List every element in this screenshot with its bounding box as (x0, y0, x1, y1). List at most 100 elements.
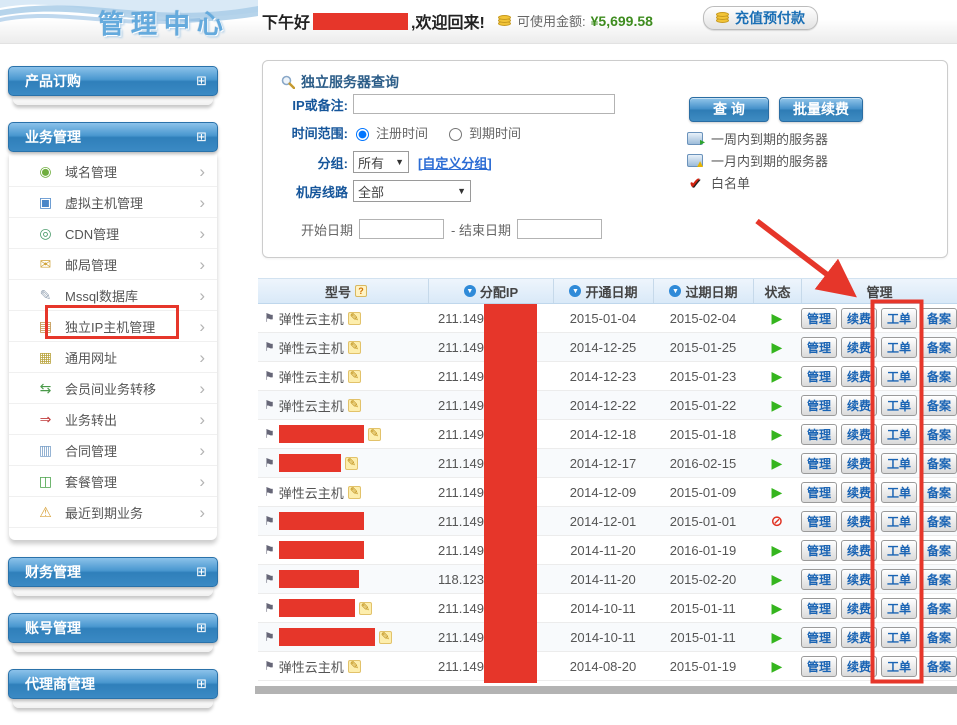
manage-button[interactable]: 管理 (800, 481, 837, 503)
filing-button[interactable]: 备案 (920, 539, 957, 561)
column-assigned-ip[interactable]: ▼ 分配IP (428, 279, 553, 303)
edit-note-icon[interactable]: ✎ (347, 398, 361, 412)
sidebar-section-agent-management[interactable]: 代理商管理 ⊞ (8, 669, 218, 699)
manage-button[interactable]: 管理 (800, 568, 837, 590)
recharge-prepay-button[interactable]: 充值预付款 (703, 6, 818, 30)
column-expire-date[interactable]: ▼ 过期日期 (653, 279, 753, 303)
end-date-input[interactable] (516, 219, 602, 239)
edit-note-icon[interactable]: ✎ (344, 456, 358, 470)
edit-note-icon[interactable]: ✎ (347, 659, 361, 673)
filing-button[interactable]: 备案 (920, 423, 957, 445)
manage-button[interactable]: 管理 (800, 394, 837, 416)
query-button[interactable]: 查 询 (689, 97, 769, 122)
renew-button[interactable]: 续费 (840, 626, 877, 648)
workorder-button[interactable]: 工单 (880, 307, 917, 329)
start-date-input[interactable] (359, 219, 445, 239)
renew-button[interactable]: 续费 (840, 423, 877, 445)
sidebar-item-dedicated-ip-host-management[interactable]: ▤ 独立IP主机管理 › (9, 311, 217, 342)
custom-group-link[interactable]: [自定义分组] (418, 155, 492, 171)
filing-button[interactable]: 备案 (920, 510, 957, 532)
sort-icon[interactable]: ▼ (569, 285, 582, 297)
manage-button[interactable]: 管理 (800, 626, 837, 648)
sidebar-item-cdn-management[interactable]: ◎ CDN管理 › (9, 218, 217, 249)
filing-button[interactable]: 备案 (920, 452, 957, 474)
filing-button[interactable]: 备案 (920, 481, 957, 503)
sidebar-item-business-transfer-out[interactable]: ⇒ 业务转出 › (9, 404, 217, 435)
register-time-radio[interactable] (356, 127, 369, 141)
help-icon[interactable]: ? (355, 285, 367, 297)
renew-button[interactable]: 续费 (840, 655, 877, 677)
manage-button[interactable]: 管理 (800, 539, 837, 561)
sidebar-item-universal-url[interactable]: ▦ 通用网址 › (9, 342, 217, 373)
renew-button[interactable]: 续费 (840, 481, 877, 503)
workorder-button[interactable]: 工单 (880, 452, 917, 474)
workorder-button[interactable]: 工单 (880, 597, 917, 619)
sidebar-item-member-business-transfer[interactable]: ⇆ 会员间业务转移 › (9, 373, 217, 404)
manage-button[interactable]: 管理 (800, 452, 837, 474)
edit-note-icon[interactable]: ✎ (347, 369, 361, 383)
edit-note-icon[interactable]: ✎ (367, 427, 381, 441)
expand-plus-icon[interactable]: ⊞ (196, 73, 207, 88)
renew-button[interactable]: 续费 (840, 307, 877, 329)
sort-icon[interactable]: ▼ (669, 285, 682, 297)
renew-button[interactable]: 续费 (840, 336, 877, 358)
sidebar-item-contract-management[interactable]: ▥ 合同管理 › (9, 435, 217, 466)
edit-note-icon[interactable]: ✎ (347, 485, 361, 499)
batch-renew-button[interactable]: 批量续费 (779, 97, 863, 122)
manage-button[interactable]: 管理 (800, 336, 837, 358)
workorder-button[interactable]: 工单 (880, 626, 917, 648)
sidebar-item-package-management[interactable]: ◫ 套餐管理 › (9, 466, 217, 497)
edit-note-icon[interactable]: ✎ (378, 630, 392, 644)
expand-plus-icon[interactable]: ⊞ (196, 564, 207, 579)
filing-button[interactable]: 备案 (920, 365, 957, 387)
room-line-select[interactable]: 全部 ▼ (353, 180, 471, 202)
expire-time-option[interactable]: 到期时间 (469, 126, 522, 141)
edit-note-icon[interactable]: ✎ (347, 311, 361, 325)
filing-button[interactable]: 备案 (920, 597, 957, 619)
expand-plus-icon[interactable]: ⊞ (196, 129, 207, 144)
expire-time-radio[interactable] (449, 127, 463, 141)
sidebar-section-finance-management[interactable]: 财务管理 ⊞ (8, 557, 218, 587)
sidebar-section-account-management[interactable]: 账号管理 ⊞ (8, 613, 218, 643)
renew-button[interactable]: 续费 (840, 539, 877, 561)
edit-note-icon[interactable]: ✎ (347, 340, 361, 354)
workorder-button[interactable]: 工单 (880, 423, 917, 445)
filing-button[interactable]: 备案 (920, 336, 957, 358)
workorder-button[interactable]: 工单 (880, 481, 917, 503)
sidebar-item-mssql-database[interactable]: ✎ Mssql数据库 › (9, 280, 217, 311)
manage-button[interactable]: 管理 (800, 423, 837, 445)
workorder-button[interactable]: 工单 (880, 655, 917, 677)
manage-button[interactable]: 管理 (800, 307, 837, 329)
filing-button[interactable]: 备案 (920, 568, 957, 590)
workorder-button[interactable]: 工单 (880, 336, 917, 358)
manage-button[interactable]: 管理 (800, 655, 837, 677)
group-select[interactable]: 所有 ▼ (353, 151, 409, 173)
renew-button[interactable]: 续费 (840, 597, 877, 619)
filing-button[interactable]: 备案 (920, 655, 957, 677)
filing-button[interactable]: 备案 (920, 626, 957, 648)
filing-button[interactable]: 备案 (920, 307, 957, 329)
sidebar-item-domain-management[interactable]: ◉ 域名管理 › (9, 156, 217, 187)
renew-button[interactable]: 续费 (840, 452, 877, 474)
sidebar-section-business-management[interactable]: 业务管理 ⊞ (8, 122, 218, 152)
expand-plus-icon[interactable]: ⊞ (196, 676, 207, 691)
sidebar-item-virtual-host-management[interactable]: ▣ 虚拟主机管理 › (9, 187, 217, 218)
sidebar-section-product-order[interactable]: 产品订购 ⊞ (8, 66, 218, 96)
renew-button[interactable]: 续费 (840, 365, 877, 387)
workorder-button[interactable]: 工单 (880, 510, 917, 532)
renew-button[interactable]: 续费 (840, 510, 877, 532)
renew-button[interactable]: 续费 (840, 394, 877, 416)
edit-note-icon[interactable]: ✎ (358, 601, 372, 615)
sort-icon[interactable]: ▼ (463, 285, 476, 297)
column-open-date[interactable]: ▼ 开通日期 (553, 279, 653, 303)
workorder-button[interactable]: 工单 (880, 568, 917, 590)
filing-button[interactable]: 备案 (920, 394, 957, 416)
sidebar-item-mail-management[interactable]: ✉ 邮局管理 › (9, 249, 217, 280)
renew-button[interactable]: 续费 (840, 568, 877, 590)
register-time-option[interactable]: 注册时间 (376, 126, 429, 141)
workorder-button[interactable]: 工单 (880, 394, 917, 416)
manage-button[interactable]: 管理 (800, 365, 837, 387)
manage-button[interactable]: 管理 (800, 510, 837, 532)
sidebar-item-recently-expiring-business[interactable]: ⚠ 最近到期业务 › (9, 497, 217, 528)
manage-button[interactable]: 管理 (800, 597, 837, 619)
